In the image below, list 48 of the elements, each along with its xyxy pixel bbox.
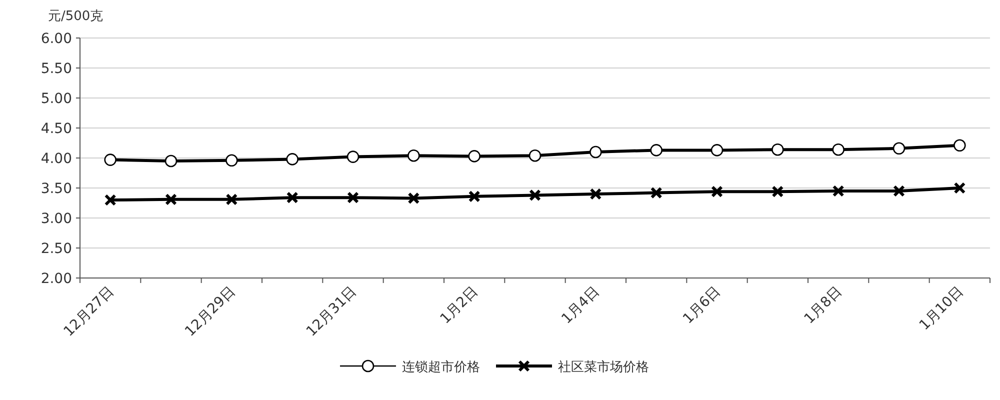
point (408, 149, 420, 162)
point (832, 143, 844, 156)
point (165, 193, 177, 206)
legend-label: 连锁超市价格 (402, 360, 480, 375)
point (832, 185, 844, 197)
point (528, 149, 542, 162)
point (408, 192, 420, 204)
x-tick-label: 1月10日 (916, 284, 966, 334)
y-tick-label: 3.50 (40, 181, 72, 197)
y-tick-label: 4.00 (40, 151, 72, 167)
x-tick-label: 1月4日 (558, 284, 602, 328)
point (226, 193, 238, 206)
point (286, 153, 298, 166)
point (772, 143, 784, 156)
point (346, 150, 360, 163)
x-tick-label: 1月8日 (801, 284, 846, 328)
point (590, 188, 602, 200)
y-tick-label: 3.00 (40, 211, 72, 227)
y-tick-label: 5.00 (40, 91, 72, 107)
point (892, 142, 906, 155)
x-tick-label: 1月6日 (680, 284, 724, 328)
x-tick-label: 12月29日 (182, 284, 238, 340)
point (650, 144, 662, 156)
legend-label: 社区菜市场价格 (558, 360, 649, 375)
point (468, 150, 480, 162)
x-tick-label: 12月31日 (304, 284, 360, 340)
point (286, 192, 298, 204)
point (893, 185, 905, 197)
point (226, 154, 238, 167)
point (347, 192, 359, 204)
x-tick-label: 1月2日 (437, 284, 482, 328)
point (104, 154, 116, 166)
point (104, 194, 116, 206)
point (711, 186, 723, 198)
point (650, 186, 662, 199)
y-tick-label: 2.50 (40, 241, 72, 257)
point (954, 139, 966, 152)
y-tick-label: 5.50 (40, 61, 72, 77)
y-tick-label: 6.00 (40, 31, 72, 47)
point (164, 154, 178, 168)
point (590, 146, 602, 158)
point (710, 144, 724, 156)
y-axis-title: 元/500克 (48, 9, 104, 24)
point (772, 186, 784, 198)
point (468, 190, 480, 202)
point (529, 189, 541, 202)
y-tick-label: 4.50 (40, 121, 72, 137)
point (954, 182, 966, 194)
